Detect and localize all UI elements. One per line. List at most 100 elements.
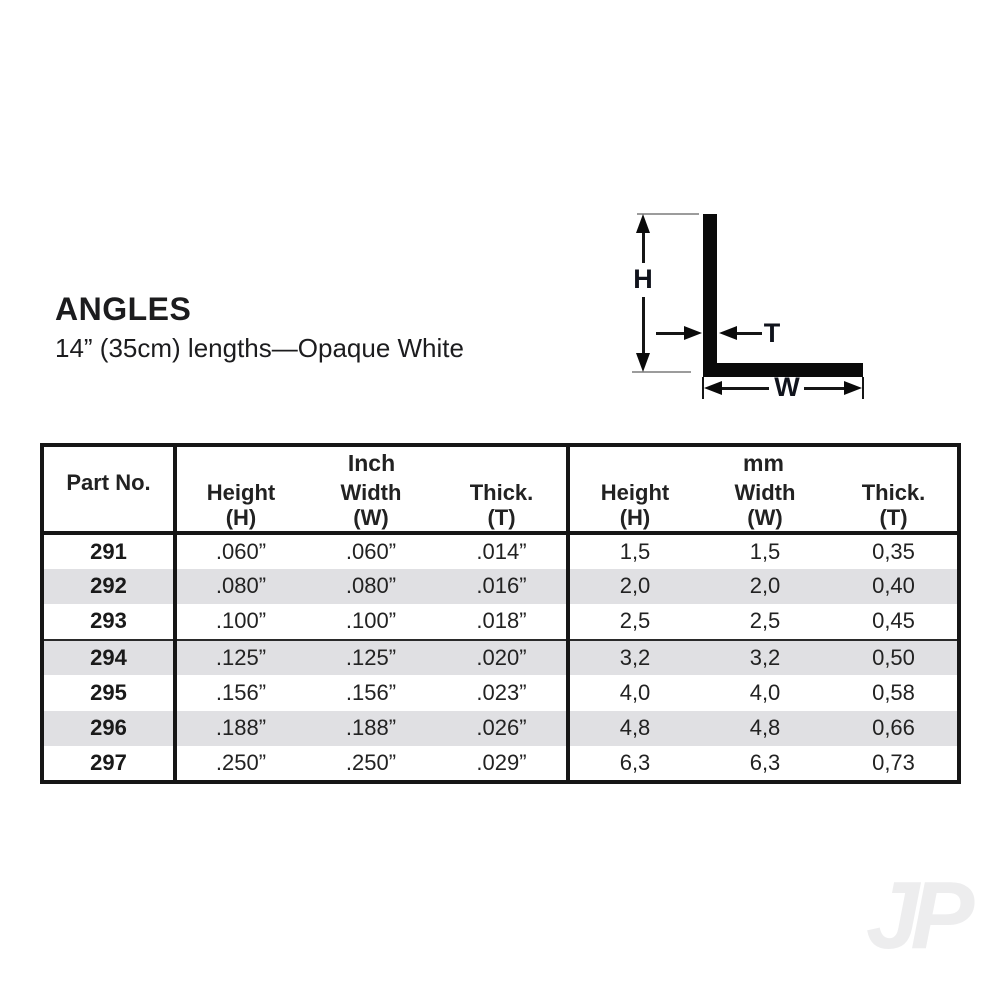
inch-thick-value: .026” xyxy=(476,715,527,741)
mm-width-value: 4,0 xyxy=(749,679,781,705)
w-arrowhead-right xyxy=(844,381,862,395)
mm-width-value: 4,8 xyxy=(749,715,781,741)
group-header-mm: mm xyxy=(566,445,959,479)
mm-height-value: 4,8 xyxy=(566,710,700,746)
w-dimension-line-right xyxy=(804,387,844,390)
part-number: 297 xyxy=(90,749,127,775)
inch-width-value: .250” xyxy=(345,749,397,775)
table-row-294: 294 .125” .125” .020” 3,2 3,2 0,50 xyxy=(42,639,959,675)
inch-thick-value: .020” xyxy=(476,644,527,670)
inch-thick-value: .014” xyxy=(437,531,568,569)
mm-width-value: 3,2 xyxy=(749,644,781,670)
h-dimension-line-upper xyxy=(642,233,645,263)
column-header-part-no: Part No. xyxy=(66,469,151,495)
jp-watermark-logo: JP xyxy=(866,862,974,969)
part-number: 293 xyxy=(42,604,175,641)
mm-thick-value: 0,66 xyxy=(872,715,915,741)
inch-height-value: .125” xyxy=(173,639,305,675)
inch-width-value: .060” xyxy=(305,531,437,569)
angle-cross-section-diagram: H T W xyxy=(600,190,900,410)
part-number: 296 xyxy=(90,715,127,741)
t-arrowhead-right xyxy=(719,326,737,340)
angle-horizontal-leg xyxy=(703,363,863,377)
page-subtitle: 14” (35cm) lengths—Opaque White xyxy=(55,333,464,363)
header-text: Thick. xyxy=(469,480,534,506)
h-dimension-line-lower xyxy=(642,297,645,353)
mm-height-value: 2,0 xyxy=(566,568,700,604)
inch-thick-value: .016” xyxy=(476,573,527,599)
t-pointer-line-left xyxy=(656,332,684,335)
part-number: 294 xyxy=(90,644,127,670)
table-row-293: 293 .100” .100” .018” 2,5 2,5 0,45 xyxy=(42,604,959,641)
t-arrowhead-left xyxy=(684,326,702,340)
inch-height-value: .188” xyxy=(173,710,305,746)
mm-thick-value: 0,73 xyxy=(872,749,915,775)
header-text: Thick. xyxy=(861,480,926,506)
column-header-mm-width: Width (W) xyxy=(700,479,830,533)
w-extension-tick-right xyxy=(862,377,864,399)
header-symbol: (H) xyxy=(619,505,651,530)
header-symbol: (T) xyxy=(487,505,516,530)
angles-spec-table: Part No. Inch mm Height (H) Width (W) Th… xyxy=(40,443,961,784)
table-row-291: 291 .060” .060” .014” 1,5 1,5 0,35 xyxy=(42,531,959,569)
angle-vertical-leg xyxy=(703,214,717,377)
header-text: Height xyxy=(206,480,276,506)
inch-width-value: .188” xyxy=(345,715,397,741)
column-header-inch-width: Width (W) xyxy=(305,479,437,533)
h-dimension-label: H xyxy=(633,264,653,294)
w-arrowhead-left xyxy=(704,381,722,395)
part-number: 292 xyxy=(90,573,127,599)
page-title: ANGLES xyxy=(55,291,192,327)
column-header-mm-thick: Thick. (T) xyxy=(830,479,959,533)
header-symbol: (W) xyxy=(747,505,783,530)
table-row-296: 296 .188” .188” .026” 4,8 4,8 0,66 xyxy=(42,710,959,746)
h-extension-tick-top xyxy=(637,213,699,215)
column-header-mm-height: Height (H) xyxy=(566,479,700,533)
mm-height-value: 6,3 xyxy=(566,746,700,782)
title-block: ANGLES 14” (35cm) lengths—Opaque White xyxy=(55,291,464,364)
mm-thick-value: 0,50 xyxy=(872,644,915,670)
header-text: Width xyxy=(734,480,796,506)
w-extension-tick-left xyxy=(702,377,704,399)
inch-height-value: .080” xyxy=(173,568,305,604)
h-arrowhead-up xyxy=(636,214,650,233)
mm-thick-value: 0,45 xyxy=(830,604,959,641)
inch-thick-value: .018” xyxy=(437,604,568,641)
mm-width-value: 1,5 xyxy=(700,531,830,569)
inch-width-value: .100” xyxy=(305,604,437,641)
t-dimension-label: T xyxy=(763,318,781,348)
mm-width-value: 2,0 xyxy=(749,573,781,599)
t-pointer-line-right xyxy=(737,332,762,335)
inch-width-value: .125” xyxy=(345,644,397,670)
header-text: Height xyxy=(600,480,670,506)
table-row-297: 297 .250” .250” .029” 6,3 6,3 0,73 xyxy=(42,746,959,782)
mm-thick-value: 0,40 xyxy=(872,573,915,599)
group-header-inch: Inch xyxy=(173,445,568,479)
part-number: 291 xyxy=(42,531,175,569)
header-text: Width xyxy=(340,480,402,506)
table-row-292: 292 .080” .080” .016” 2,0 2,0 0,40 xyxy=(42,568,959,604)
inch-width-value: .156” xyxy=(345,679,397,705)
mm-height-value: 4,0 xyxy=(566,675,700,711)
header-symbol: (T) xyxy=(879,505,908,530)
inch-width-value: .080” xyxy=(345,573,397,599)
inch-height-value: .060” xyxy=(173,531,305,569)
inch-height-value: .156” xyxy=(173,675,305,711)
part-number: 295 xyxy=(90,679,127,705)
h-extension-tick-bottom xyxy=(632,371,691,373)
mm-thick-value: 0,58 xyxy=(872,679,915,705)
mm-width-value: 2,5 xyxy=(700,604,830,641)
w-dimension-label: W xyxy=(774,372,800,402)
header-symbol: (W) xyxy=(353,505,389,530)
table-row-295: 295 .156” .156” .023” 4,0 4,0 0,58 xyxy=(42,675,959,711)
inch-height-value: .100” xyxy=(173,604,305,641)
mm-height-value: 2,5 xyxy=(566,604,700,641)
header-symbol: (H) xyxy=(225,505,257,530)
column-header-inch-height: Height (H) xyxy=(173,479,305,533)
mm-height-value: 3,2 xyxy=(566,639,700,675)
column-header-inch-thick: Thick. (T) xyxy=(437,479,568,533)
inch-thick-value: .023” xyxy=(476,679,527,705)
inch-height-value: .250” xyxy=(173,746,305,782)
mm-thick-value: 0,35 xyxy=(830,531,959,569)
